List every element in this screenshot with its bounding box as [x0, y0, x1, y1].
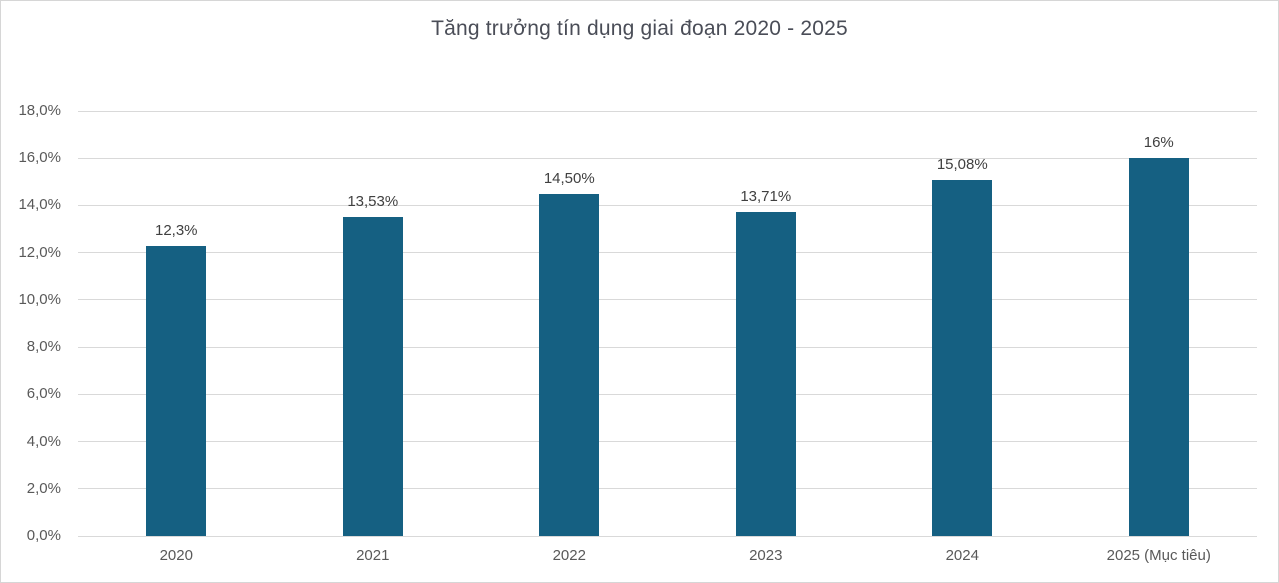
bar-2020 — [146, 245, 207, 536]
bar-2025 (Mục tiêu) — [1128, 158, 1189, 536]
y-tick-label: 2,0% — [26, 479, 61, 497]
gridline — [78, 441, 1257, 443]
gridline — [78, 346, 1257, 348]
y-tick-label: 8,0% — [26, 338, 61, 356]
data-label: 16% — [1143, 134, 1174, 152]
data-label: 15,08% — [936, 155, 988, 173]
y-tick-label: 0,0% — [26, 527, 61, 544]
bar-2024 — [932, 179, 993, 536]
y-tick-label: 16,0% — [18, 149, 61, 167]
gridline — [78, 157, 1257, 159]
gridline — [78, 204, 1257, 206]
y-tick-label: 4,0% — [26, 432, 61, 450]
data-label: 14,50% — [543, 169, 595, 187]
x-tick-label: 2023 — [749, 547, 783, 564]
y-tick-label: 14,0% — [18, 196, 61, 214]
gridline — [78, 299, 1257, 301]
chart-title: Tăng trưởng tín dụng giai đoạn 2020 - 20… — [431, 17, 848, 40]
bar-2022 — [539, 193, 600, 536]
gridline — [78, 488, 1257, 490]
y-tick-label: 18,0% — [18, 102, 61, 119]
x-tick-label: 2024 — [945, 547, 979, 564]
x-tick-label: 2025 (Mục tiêu) — [1106, 547, 1211, 564]
gridline — [78, 110, 1257, 112]
y-tick-label: 10,0% — [18, 290, 61, 308]
x-tick-label: 2021 — [356, 547, 390, 564]
data-label: 13,53% — [347, 192, 399, 210]
plot-area: 12,3% 13,53% 14,50% 13,71% 15,08% 16% — [78, 110, 1257, 537]
data-label: 12,3% — [154, 221, 198, 239]
data-label: 13,71% — [740, 188, 792, 206]
gridline — [78, 535, 1257, 537]
bar-2023 — [735, 212, 796, 536]
bar-2021 — [342, 216, 403, 536]
gridline — [78, 252, 1257, 254]
x-tick-label: 2020 — [159, 547, 193, 564]
y-tick-label: 6,0% — [26, 385, 61, 403]
gridline — [78, 393, 1257, 395]
x-tick-label: 2022 — [552, 547, 586, 564]
y-tick-label: 12,0% — [18, 243, 61, 261]
